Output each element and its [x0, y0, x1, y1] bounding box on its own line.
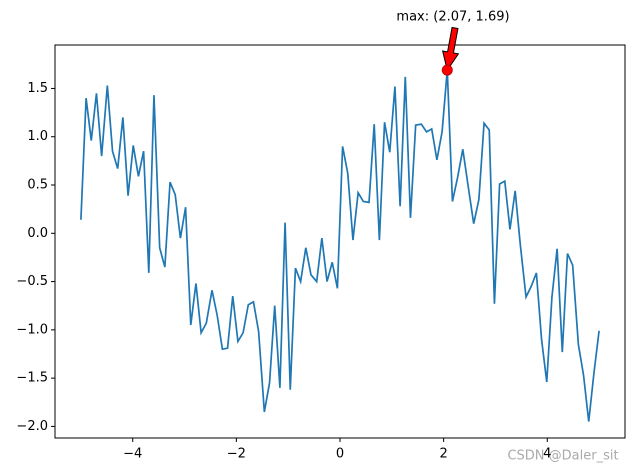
- annotation-arrow: [441, 26, 460, 72]
- axes-frame: [54, 44, 626, 439]
- x-tick-label: 4: [543, 447, 551, 462]
- annotation-text: max: (2.07, 1.69): [396, 10, 509, 25]
- x-tick-label: −4: [123, 447, 142, 462]
- y-tick-label: 0.5: [27, 178, 48, 193]
- y-tick-label: −2.0: [16, 419, 48, 434]
- watermark: CSDN @Daler_sit: [507, 449, 618, 464]
- max-marker: [441, 64, 453, 76]
- y-tick-label: −1.0: [16, 322, 48, 337]
- x-tick-label: −2: [227, 447, 246, 462]
- y-tick-label: 0.0: [27, 226, 48, 241]
- x-tick-label: 2: [439, 447, 447, 462]
- y-tick-label: −0.5: [16, 274, 48, 289]
- x-tick-label: 0: [336, 447, 344, 462]
- y-tick-label: −1.5: [16, 371, 48, 386]
- y-tick-label: 1.0: [27, 129, 48, 144]
- line: [80, 70, 600, 422]
- y-tick-label: 1.5: [27, 81, 48, 96]
